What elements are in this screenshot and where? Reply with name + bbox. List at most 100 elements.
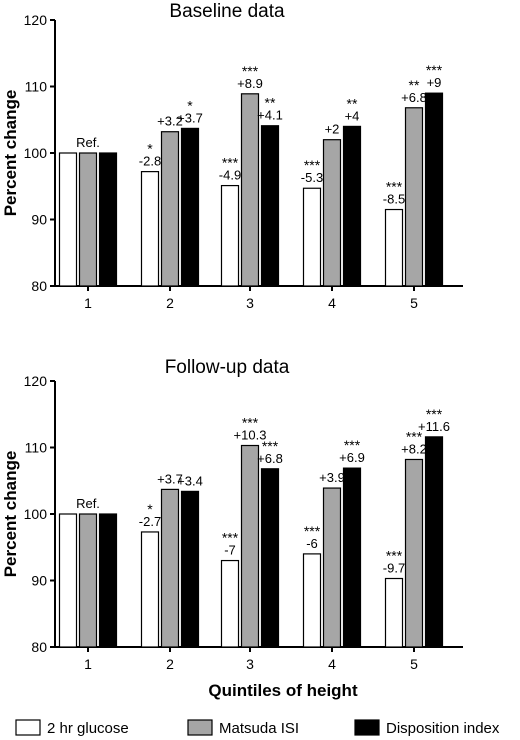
bar	[424, 436, 444, 648]
significance-label: ***	[344, 437, 361, 453]
data-label: +3.9	[319, 470, 345, 485]
bar	[180, 490, 200, 648]
x-tick-label: 2	[166, 656, 174, 672]
data-label: +3.7	[157, 471, 183, 486]
legend-label: Matsuda ISI	[219, 720, 299, 737]
significance-label: ***	[304, 523, 321, 539]
data-label: +3.2	[157, 114, 183, 129]
data-label: +10.3	[234, 428, 267, 443]
y-tick-label: 90	[31, 212, 47, 228]
bar	[140, 171, 160, 287]
bar	[98, 152, 118, 287]
legend-swatch	[187, 719, 213, 736]
baseline-chart: Baseline data Percent change 80 90 100 110 120…	[1, 1, 463, 311]
data-label: +3.4	[177, 473, 203, 488]
y-tick-label: 120	[24, 12, 48, 28]
legend-swatch	[15, 719, 41, 736]
bar	[220, 559, 240, 648]
significance-label: ***	[242, 63, 259, 79]
bar	[342, 125, 362, 287]
significance-label: **	[347, 95, 358, 111]
data-label: -8.5	[383, 192, 405, 207]
data-label: +4.1	[257, 108, 283, 123]
y-tick-label: 90	[31, 573, 47, 589]
data-label: +6.9	[339, 450, 365, 465]
x-tick-label: 4	[328, 295, 336, 311]
significance-label: ***	[386, 548, 403, 564]
data-label: +8.2	[401, 441, 427, 456]
significance-label: ***	[304, 157, 321, 173]
bar	[240, 444, 260, 648]
bar	[240, 93, 260, 287]
data-label: -5.3	[301, 170, 323, 185]
bar	[302, 553, 322, 648]
significance-label: ***	[222, 155, 239, 171]
significance-label: *	[187, 97, 193, 113]
data-label: -9.7	[383, 561, 405, 576]
legend-swatch	[354, 719, 380, 736]
data-label: +3.7	[177, 110, 203, 125]
bar	[404, 107, 424, 287]
bar	[424, 92, 444, 287]
bar	[260, 468, 280, 648]
significance-label: ***	[386, 179, 403, 195]
significance-label: **	[409, 77, 420, 93]
x-tick-label: 1	[84, 656, 92, 672]
legend-label: 2 hr glucose	[47, 720, 129, 737]
chart-title: Baseline data	[169, 1, 285, 22]
bar	[78, 513, 98, 648]
data-label: -7	[224, 543, 236, 558]
x-axis-label: Quintiles of height	[208, 681, 358, 700]
x-tick-label: 2	[166, 295, 174, 311]
bar	[160, 488, 180, 648]
significance-label: ***	[222, 530, 239, 546]
bar	[180, 127, 200, 287]
data-label: -6	[306, 536, 318, 551]
significance-label: ***	[262, 438, 279, 454]
bar	[342, 467, 362, 648]
y-tick-label: 80	[31, 278, 47, 294]
bar	[78, 152, 98, 287]
bar	[404, 458, 424, 648]
bar	[58, 513, 78, 648]
x-tick-label: 4	[328, 656, 336, 672]
x-tick-label: 3	[246, 295, 254, 311]
y-tick-label: 100	[24, 506, 48, 522]
data-label: +2	[325, 122, 340, 137]
y-axis-label: Percent change	[1, 90, 20, 217]
data-label: +4	[345, 108, 360, 123]
y-tick-label: 80	[31, 639, 47, 655]
significance-label: **	[265, 95, 276, 111]
bar	[384, 208, 404, 287]
bar	[322, 139, 342, 287]
data-label: -2.8	[139, 154, 161, 169]
bar	[98, 513, 118, 648]
data-label: -2.7	[139, 514, 161, 529]
legend: 2 hr glucose Matsuda ISI Disposition index	[15, 719, 500, 737]
bar	[58, 152, 78, 287]
y-tick-label: 100	[24, 145, 48, 161]
y-axis-label: Percent change	[1, 451, 20, 578]
data-label: +11.6	[418, 419, 450, 434]
data-label: +9	[427, 75, 442, 90]
reference-label: Ref.	[76, 135, 100, 150]
x-tick-label: 3	[246, 656, 254, 672]
data-label: -4.9	[219, 168, 241, 183]
y-tick-label: 110	[25, 440, 48, 456]
chart-title: Follow-up data	[165, 357, 290, 378]
significance-label: ***	[406, 428, 423, 444]
significance-label: *	[147, 141, 153, 157]
legend-label: Disposition index	[386, 720, 500, 737]
bar	[160, 131, 180, 287]
y-tick-label: 110	[25, 79, 48, 95]
bar	[220, 184, 240, 287]
bar	[140, 531, 160, 648]
significance-label: ***	[242, 415, 259, 431]
x-tick-label: 5	[410, 656, 418, 672]
y-tick-label: 120	[24, 373, 48, 389]
bar	[384, 577, 404, 648]
bar	[260, 125, 280, 287]
data-label: +6.8	[401, 90, 427, 105]
